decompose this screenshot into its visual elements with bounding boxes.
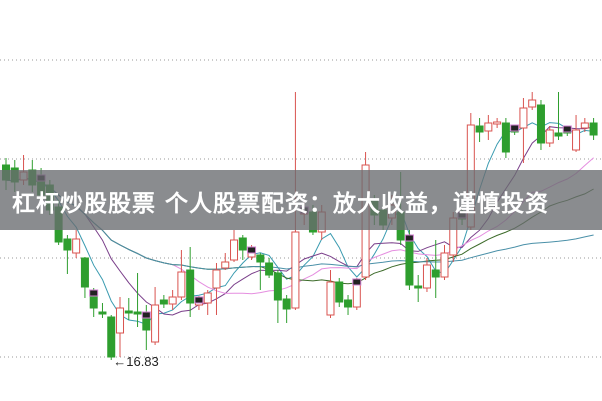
candle-body [203, 292, 212, 304]
candle-body [493, 121, 502, 125]
candle-body [133, 311, 142, 315]
candle-body [536, 104, 545, 144]
candle-body [116, 307, 125, 334]
candle-body [238, 237, 247, 251]
candle-body [501, 122, 510, 153]
caption-text: 杠杆炒股股票 个人股票配资：放大收益，谨慎投资 [12, 191, 550, 217]
signal-marker [562, 125, 572, 133]
moving-average-line [5, 122, 594, 325]
candle-body [63, 238, 72, 251]
candle-body [580, 122, 589, 129]
candle-body [273, 272, 282, 301]
candle-body [528, 99, 537, 108]
moving-average-line [5, 177, 594, 270]
candle-body [230, 239, 239, 261]
candle-body [440, 252, 449, 278]
signal-marker [510, 124, 520, 132]
candle-body [107, 316, 116, 358]
signal-marker [352, 278, 362, 286]
candle-body [282, 298, 291, 310]
low-price-label: ←16.83 [113, 354, 159, 369]
signal-marker [89, 289, 99, 297]
caption-banner: 杠杆炒股股票 个人股票配资：放大收益，谨慎投资 [0, 170, 602, 230]
candle-body [186, 269, 195, 304]
candle-body [256, 254, 265, 263]
signal-marker [141, 311, 151, 319]
candle-body [484, 122, 493, 132]
candle-body [151, 304, 160, 343]
signal-marker [247, 246, 257, 254]
candle-body [572, 129, 581, 151]
candle-body [344, 299, 353, 308]
candle-body [326, 281, 335, 316]
candle-body [291, 231, 300, 309]
signal-marker [404, 234, 414, 242]
candle-body [72, 238, 81, 254]
candle-body [265, 262, 274, 276]
candle-body [159, 299, 168, 305]
candle-body [519, 107, 528, 129]
candle-body [124, 310, 133, 314]
candle-body [589, 122, 598, 136]
candle-body [335, 281, 344, 303]
candle-body [212, 269, 221, 289]
candle-body [168, 296, 177, 305]
candle-body [475, 125, 484, 133]
candle-body [177, 271, 186, 298]
candle-body [414, 285, 423, 289]
candle-body [545, 129, 554, 144]
candle-body [80, 257, 89, 288]
candle-body [98, 311, 107, 315]
candle-body [554, 132, 563, 137]
candle-body [405, 237, 414, 286]
candle-body [431, 269, 440, 278]
signal-marker [194, 296, 204, 304]
candle-body [352, 281, 361, 308]
candle-body [221, 261, 230, 269]
candle-body [422, 264, 431, 289]
